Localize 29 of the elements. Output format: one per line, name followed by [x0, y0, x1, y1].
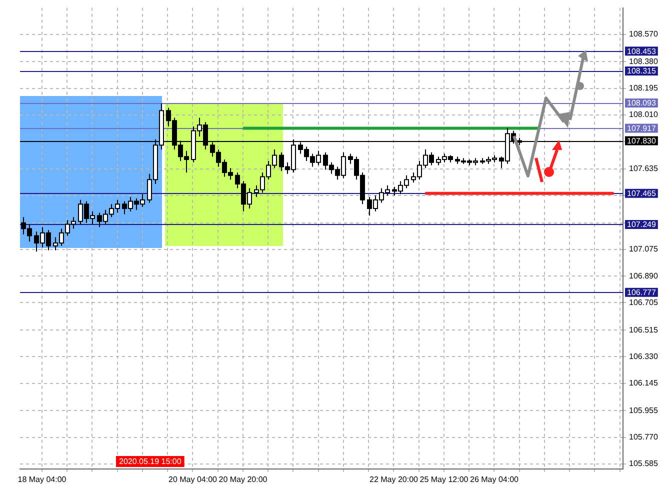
y-tick-label: 107.075: [629, 244, 658, 254]
x-tick-label: 25 May 12:00: [420, 475, 469, 484]
x-tick-label: 20 May 20:00: [218, 475, 268, 484]
ref-line-label: 108.315: [627, 66, 656, 76]
y-tick-label: 105.955: [629, 406, 658, 415]
y-tick-label: 106.145: [629, 378, 658, 388]
ref-line-label: 106.777: [627, 288, 656, 298]
ref-line-label: 107.830: [627, 136, 656, 146]
y-tick-label: 105.585: [629, 459, 658, 468]
ref-line-label: 108.093: [627, 98, 656, 108]
x-tick-label: 18 May 04:00: [18, 475, 67, 484]
y-tick-label: 107.635: [629, 164, 658, 174]
ref-line-label: 107.465: [627, 189, 656, 198]
x-tick-label: 22 May 20:00: [369, 475, 419, 484]
y-tick-label: 108.380: [629, 56, 658, 66]
ref-line-label: 107.917: [627, 124, 656, 133]
ref-line-label: 107.249: [627, 220, 656, 230]
y-tick-label: 105.770: [629, 432, 658, 442]
y-tick-label: 106.515: [629, 325, 658, 334]
annotation: 2020.05.19 15:00: [119, 457, 182, 466]
x-tick-label: 20 May 04:00: [168, 475, 218, 484]
x-tick-label: 26 May 04:00: [470, 475, 520, 484]
ref-line-label: 108.453: [627, 46, 656, 56]
y-tick-label: 106.705: [629, 298, 658, 307]
y-tick-label: 106.890: [629, 271, 658, 280]
y-tick-label: 108.195: [629, 83, 658, 92]
y-tick-label: 108.570: [629, 29, 658, 38]
y-tick-label: 106.330: [629, 352, 658, 361]
y-tick-label: 108.010: [629, 110, 658, 120]
